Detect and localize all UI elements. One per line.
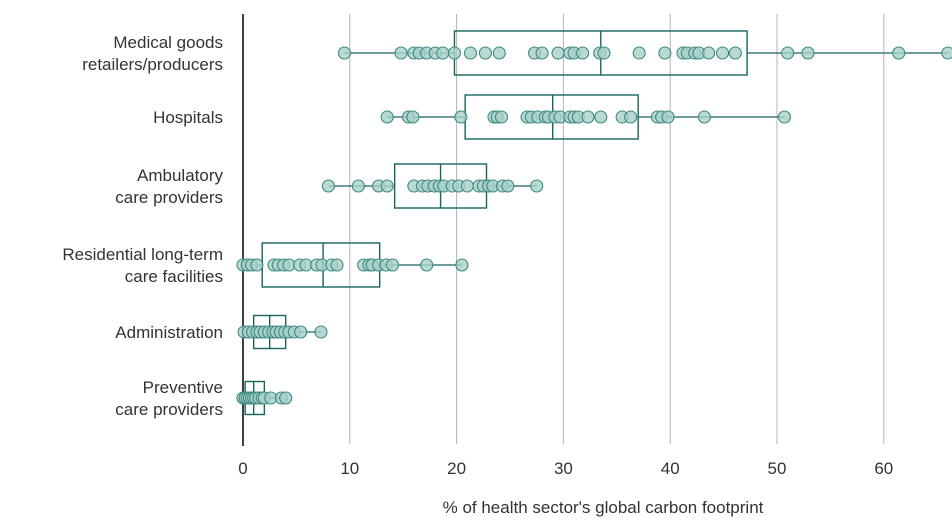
data-point [380, 179, 394, 193]
data-point [781, 46, 795, 60]
data-point [535, 46, 549, 60]
data-point [337, 46, 352, 60]
data-point [697, 110, 711, 124]
data-point [702, 46, 716, 60]
boxes [243, 30, 948, 416]
data-point [460, 179, 474, 193]
data-point [314, 325, 328, 339]
category-labels: Medical goods retailers/producers Hospital… [62, 33, 223, 419]
category-label: Ambulatory [137, 166, 223, 185]
data-point [436, 46, 450, 60]
data-point [454, 110, 468, 124]
data-point [455, 258, 469, 272]
data-point [463, 46, 478, 60]
data-point [728, 46, 742, 60]
category-label: Medical goods [113, 33, 223, 52]
category-label: Hospitals [153, 108, 223, 127]
x-tick-label: 60 [874, 459, 893, 478]
data-point [330, 258, 344, 272]
data-point [385, 258, 400, 272]
x-tick-label: 50 [768, 459, 787, 478]
x-tick-label: 30 [554, 459, 573, 478]
data-point [632, 46, 646, 60]
data-point [501, 179, 515, 193]
data-point [581, 110, 595, 124]
data-point [801, 46, 815, 60]
x-tick-label: 20 [447, 459, 466, 478]
data-point [715, 46, 730, 60]
category-label: Preventive [143, 378, 223, 397]
data-point [624, 110, 638, 124]
data-point [576, 46, 590, 60]
x-tick-label: 10 [340, 459, 359, 478]
data-point [530, 179, 544, 193]
data-point [394, 46, 408, 60]
category-label: care facilities [125, 267, 223, 286]
data-point [661, 110, 675, 124]
data-point [321, 179, 335, 193]
data-point [492, 46, 506, 60]
data-point [551, 46, 565, 60]
data-point [658, 46, 672, 60]
category-label: Residential long-term [62, 245, 223, 264]
data-point [597, 46, 611, 60]
data-point [279, 391, 293, 405]
category-label: care providers [115, 400, 223, 419]
x-tick-labels: 0 10 20 30 40 50 60 [238, 459, 893, 478]
data-point [380, 110, 394, 124]
data-point [406, 110, 420, 124]
category-label: retailers/producers [82, 55, 223, 74]
data-point [420, 258, 434, 272]
grid-layer [242, 14, 885, 446]
data-point [478, 46, 492, 60]
data-points [236, 46, 952, 405]
x-axis-title: % of health sector's global carbon footp… [443, 498, 764, 517]
category-label: care providers [115, 188, 223, 207]
data-point [892, 46, 906, 60]
data-point [494, 110, 509, 124]
data-point [777, 110, 792, 124]
data-point [447, 46, 462, 60]
data-point [351, 179, 365, 193]
data-point [250, 258, 264, 272]
x-tick-label: 40 [661, 459, 680, 478]
data-point [941, 46, 952, 60]
x-tick-label: 0 [238, 459, 247, 478]
category-label: Administration [115, 323, 223, 342]
data-point [294, 325, 308, 339]
data-point [594, 110, 608, 124]
